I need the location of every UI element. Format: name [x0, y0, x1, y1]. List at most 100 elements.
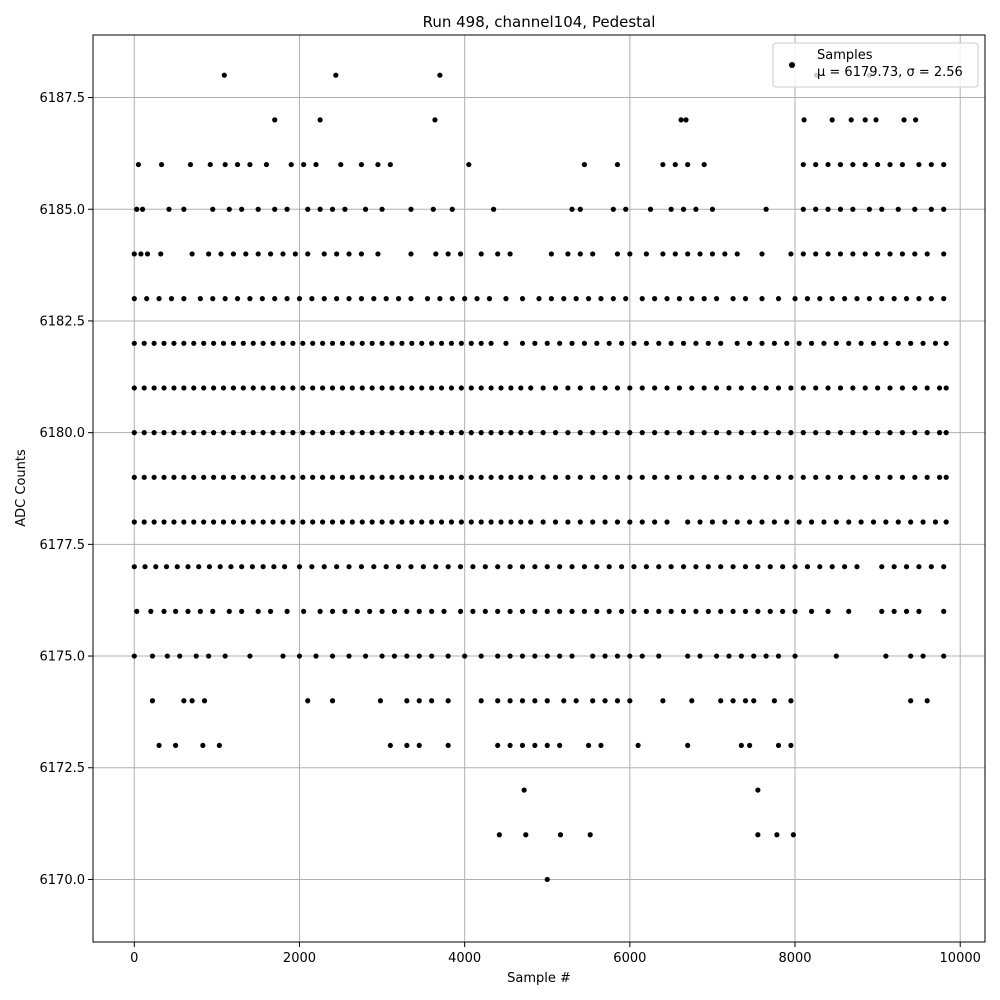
data-point [519, 340, 526, 346]
data-point [200, 742, 206, 749]
data-point [478, 430, 484, 436]
data-point [602, 430, 608, 436]
data-point [908, 653, 914, 659]
data-point [875, 474, 881, 480]
data-point [623, 296, 629, 302]
data-point [222, 296, 228, 302]
data-point [680, 608, 687, 614]
data-point [639, 430, 645, 436]
data-point [590, 698, 596, 704]
data-point [486, 296, 493, 302]
data-point [519, 564, 526, 570]
data-point [887, 474, 893, 480]
data-point [928, 206, 934, 212]
data-point [488, 474, 494, 480]
data-point [191, 340, 197, 346]
data-point [498, 474, 504, 480]
data-point [873, 117, 879, 123]
data-point [507, 251, 513, 257]
data-point [478, 698, 484, 704]
data-point [879, 564, 885, 570]
data-point [218, 251, 224, 257]
data-point [610, 206, 616, 212]
data-point [594, 564, 600, 570]
data-point [284, 296, 290, 302]
data-point [652, 385, 658, 391]
data-point [771, 340, 777, 346]
data-point [577, 251, 583, 257]
data-point [631, 340, 637, 346]
data-point [449, 206, 455, 212]
data-point [709, 519, 716, 525]
data-point [639, 296, 645, 302]
data-point [478, 385, 484, 391]
data-point [234, 161, 241, 168]
data-point [577, 206, 583, 212]
data-point [448, 519, 455, 525]
data-point [342, 206, 348, 212]
data-point [220, 474, 227, 480]
data-point [656, 340, 662, 346]
data-point [367, 608, 373, 614]
data-point [230, 474, 237, 480]
data-point [713, 430, 720, 436]
data-point [300, 385, 306, 391]
data-point [305, 206, 311, 212]
data-point [362, 206, 369, 212]
data-point [391, 608, 398, 614]
data-point [683, 117, 689, 123]
data-point [495, 698, 501, 704]
data-point [272, 206, 278, 212]
data-point [813, 251, 819, 257]
data-point [643, 608, 649, 614]
data-point [941, 206, 947, 212]
data-point [230, 519, 237, 525]
data-point [734, 251, 740, 257]
data-point [676, 430, 683, 436]
data-point [288, 161, 294, 168]
data-point [792, 608, 798, 614]
data-point [419, 340, 425, 346]
data-point [437, 72, 443, 78]
data-point [375, 161, 381, 168]
data-point [468, 519, 474, 525]
data-point [250, 385, 256, 391]
data-point [813, 206, 819, 212]
data-point [829, 296, 835, 302]
data-point [528, 519, 534, 525]
data-point [377, 698, 384, 704]
data-point [875, 161, 881, 168]
data-point [841, 564, 848, 570]
data-point [813, 430, 819, 436]
data-point [920, 653, 926, 659]
data-point [718, 608, 724, 614]
data-point [656, 564, 662, 570]
data-point [445, 564, 451, 570]
data-point [722, 251, 728, 257]
data-point [518, 430, 524, 436]
data-point [270, 430, 276, 436]
data-point [290, 340, 296, 346]
data-point [685, 519, 691, 525]
data-point [310, 474, 316, 480]
data-point [387, 161, 393, 168]
data-point [508, 474, 514, 480]
data-point [495, 608, 501, 614]
data-point [837, 161, 844, 168]
data-point [141, 519, 147, 525]
data-point [305, 698, 311, 704]
data-point [458, 474, 464, 480]
data-point [445, 698, 451, 704]
data-point [201, 430, 207, 436]
data-point [131, 430, 137, 436]
data-point [349, 340, 355, 346]
data-point [916, 564, 922, 570]
data-point [660, 698, 666, 704]
plot-area [92, 34, 986, 943]
data-point [557, 653, 563, 659]
data-point [643, 564, 649, 570]
data-point [519, 698, 526, 704]
data-point [751, 698, 757, 704]
data-point [916, 161, 922, 168]
data-point [569, 340, 575, 346]
